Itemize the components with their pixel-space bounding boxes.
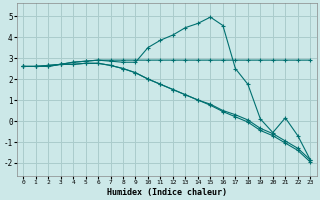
X-axis label: Humidex (Indice chaleur): Humidex (Indice chaleur) — [107, 188, 227, 197]
